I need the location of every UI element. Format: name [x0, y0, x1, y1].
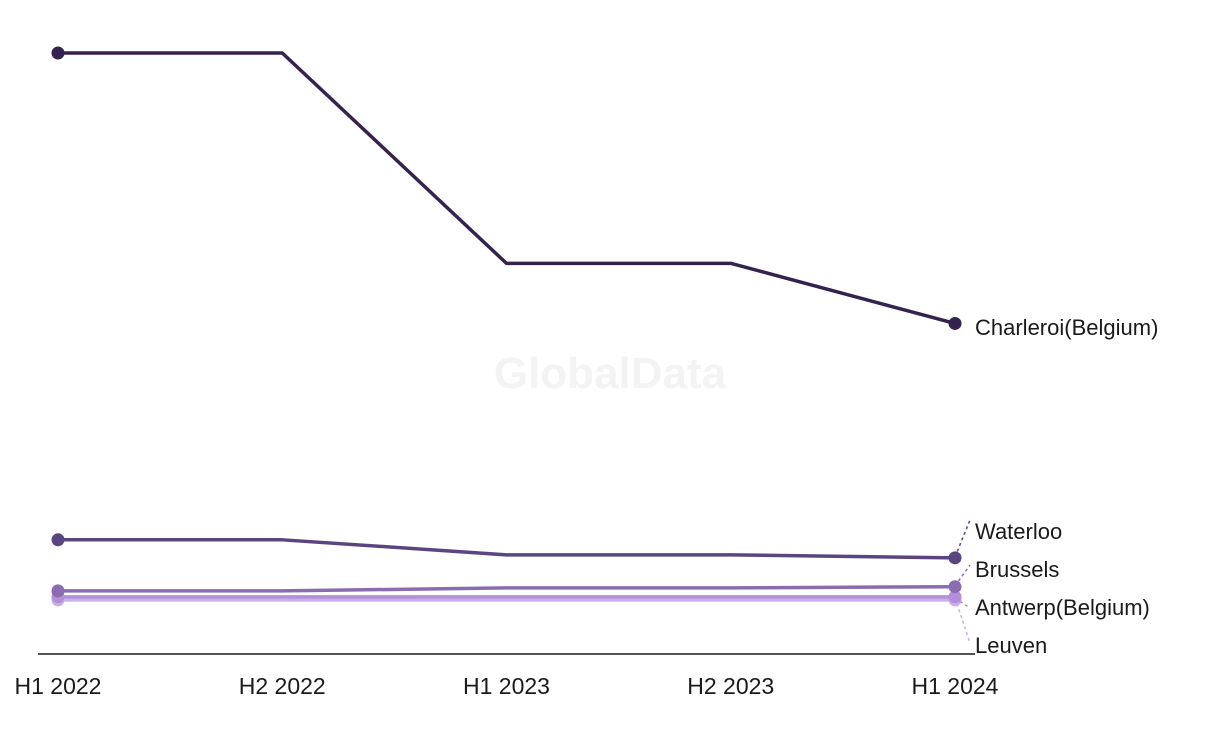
series-label: Charleroi(Belgium) [975, 315, 1158, 340]
watermark-text: GlobalData [494, 349, 727, 398]
series-leuven: Leuven [51, 593, 1047, 658]
x-tick-label: H1 2022 [15, 673, 102, 699]
x-tick-label: H2 2022 [239, 673, 326, 699]
data-point [948, 316, 962, 330]
series-label: Brussels [975, 557, 1059, 582]
data-point [948, 590, 962, 604]
data-point [51, 533, 65, 547]
x-tick-label: H2 2023 [687, 673, 774, 699]
label-leader-line [954, 597, 971, 644]
series-line [58, 584, 956, 593]
series-charleroi-belgium-: Charleroi(Belgium) [51, 46, 1158, 340]
series-line [58, 538, 956, 560]
series-waterloo: Waterloo [51, 519, 1062, 565]
data-point [51, 584, 65, 598]
x-tick-label: H1 2024 [912, 673, 999, 699]
x-tick-label: H1 2023 [463, 673, 550, 699]
data-point [948, 580, 962, 594]
series-label: Waterloo [975, 519, 1062, 544]
series-label: Leuven [975, 633, 1047, 658]
series-brussels: Brussels [51, 557, 1059, 598]
series-label: Antwerp(Belgium) [975, 595, 1150, 620]
label-leader-line [954, 564, 971, 587]
series-line [58, 51, 956, 326]
data-point [948, 551, 962, 565]
label-leader-line [954, 519, 971, 558]
series-antwerp-belgium-: Antwerp(Belgium) [51, 590, 1150, 620]
data-point [51, 46, 65, 60]
series-layer: Leuven Antwerp(Belgium) Brussels Waterloo Ch… [51, 46, 1158, 658]
x-tick-labels: H1 2022 H2 2022 H1 2023 H2 2023 H1 2024 [15, 673, 999, 699]
